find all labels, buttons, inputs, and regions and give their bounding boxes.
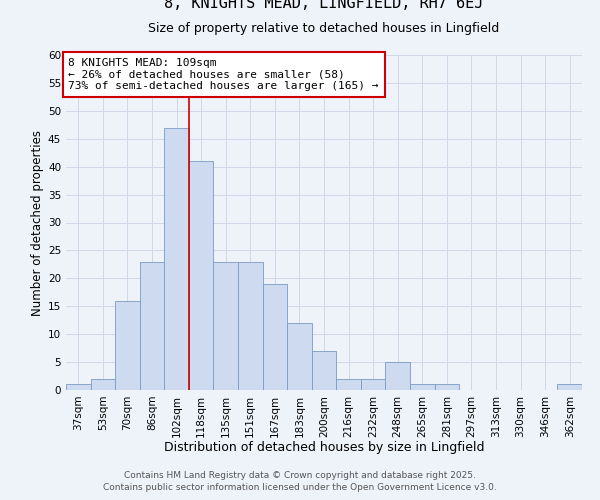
Bar	[385, 362, 410, 390]
Bar	[214, 262, 238, 390]
Bar	[410, 384, 434, 390]
Y-axis label: Number of detached properties: Number of detached properties	[31, 130, 44, 316]
Text: Size of property relative to detached houses in Lingfield: Size of property relative to detached ho…	[148, 22, 500, 35]
Bar	[434, 384, 459, 390]
Bar	[91, 379, 115, 390]
Bar	[557, 384, 582, 390]
Bar	[312, 351, 336, 390]
Bar	[336, 379, 361, 390]
Text: Contains HM Land Registry data © Crown copyright and database right 2025.
Contai: Contains HM Land Registry data © Crown c…	[103, 471, 497, 492]
Bar	[115, 300, 140, 390]
Bar	[287, 323, 312, 390]
X-axis label: Distribution of detached houses by size in Lingfield: Distribution of detached houses by size …	[164, 441, 484, 454]
Bar	[140, 262, 164, 390]
Bar	[164, 128, 189, 390]
Bar	[263, 284, 287, 390]
Bar	[66, 384, 91, 390]
Text: 8 KNIGHTS MEAD: 109sqm
← 26% of detached houses are smaller (58)
73% of semi-det: 8 KNIGHTS MEAD: 109sqm ← 26% of detached…	[68, 58, 379, 91]
Bar	[361, 379, 385, 390]
Text: 8, KNIGHTS MEAD, LINGFIELD, RH7 6EJ: 8, KNIGHTS MEAD, LINGFIELD, RH7 6EJ	[164, 0, 484, 12]
Bar	[189, 161, 214, 390]
Bar	[238, 262, 263, 390]
